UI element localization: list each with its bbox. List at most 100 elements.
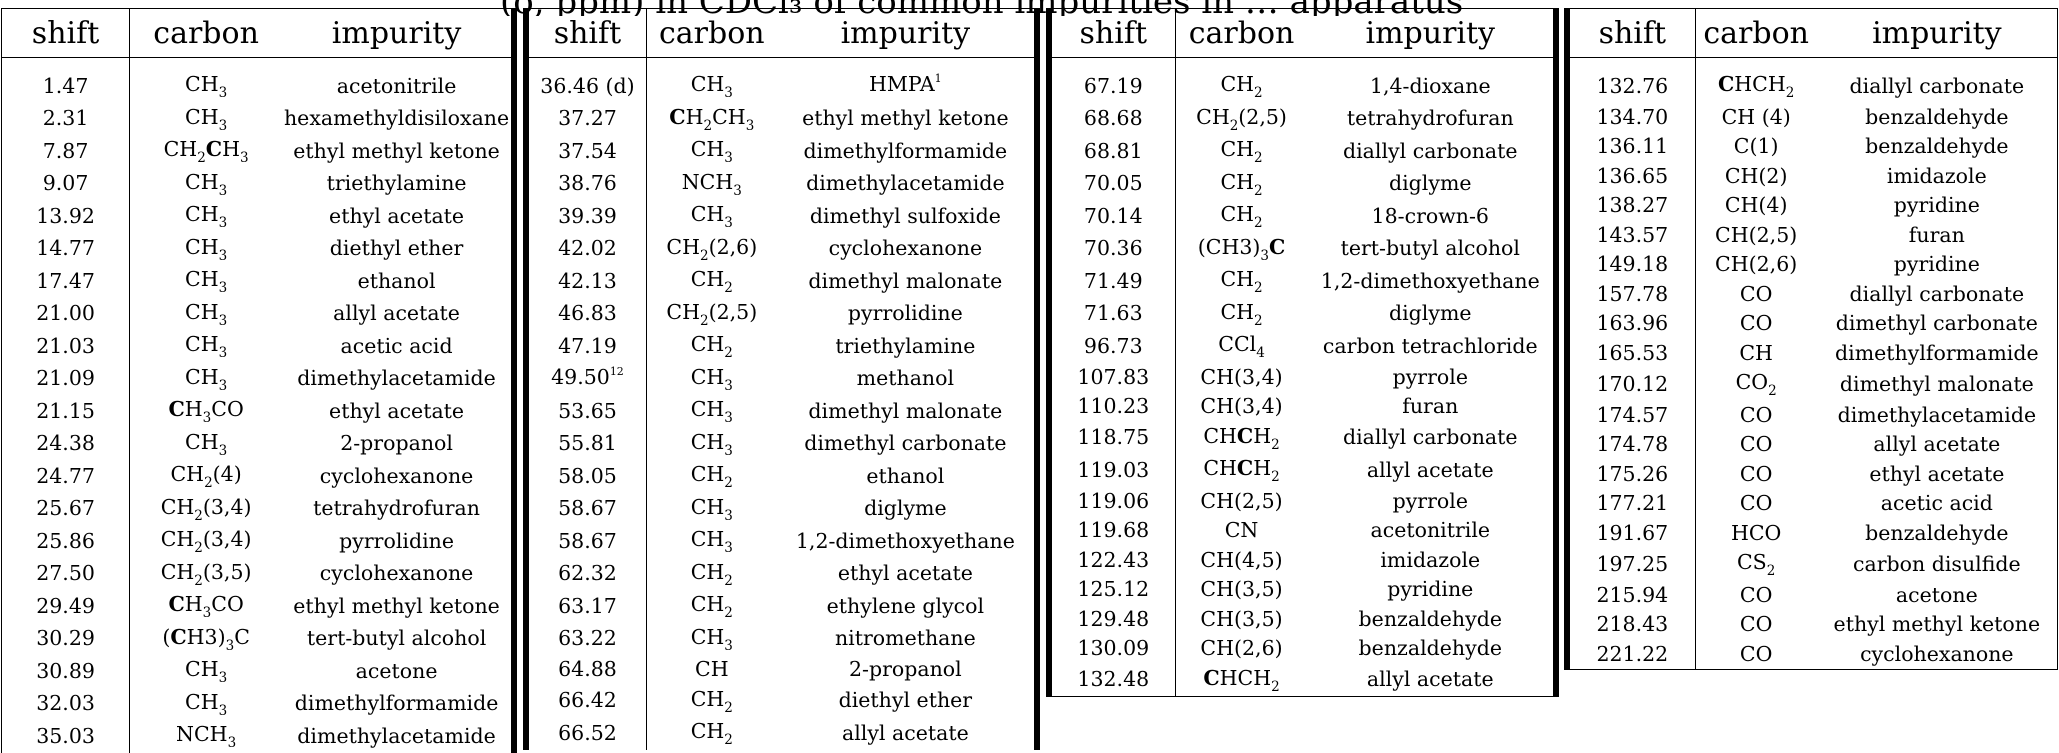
table-row: 66.52 CH2 allyl acetate (522, 717, 1041, 750)
impurity-cell: 1,2-dimethoxyethane (1307, 265, 1560, 298)
impurity-cell: pyrrole (1307, 362, 1560, 392)
table-row: 30.89 CH3 acetone (0, 655, 517, 688)
shift-cell: 130.09 (1045, 634, 1176, 664)
carbon-cell: CHCH2 (1694, 70, 1817, 103)
table-row: 149.18 CH(2,6) pyridine (1563, 250, 2058, 280)
impurity-cell: benzaldehyde (1307, 634, 1560, 664)
impurity-cell: allyl acetate (1307, 663, 1560, 697)
header-row: shift carbon impurity (1045, 8, 1560, 58)
shift-cell: 42.13 (522, 265, 647, 298)
carbon-cell: CH(3,4) (1174, 362, 1308, 392)
table-row: 70.05 CH2 diglyme (1045, 167, 1560, 200)
carbon-cell: CH3 (129, 102, 283, 135)
impurity-cell: dimethyl malonate (776, 395, 1041, 428)
shift-cell: 62.32 (522, 557, 647, 590)
table-row: 30.29 (CH3)3C tert-butyl alcohol (0, 622, 517, 655)
shift-table-1: shift carbon impurity 1.47 CH3 acetonitrile 2.… (0, 8, 517, 753)
carbon-cell: CHCH2 (1174, 421, 1308, 454)
carbon-cell: CH3CO (129, 590, 283, 623)
table-row: 63.17 CH2 ethylene glycol (522, 590, 1041, 623)
shift-cell: 29.49 (0, 590, 130, 623)
shift-cell: 63.22 (522, 622, 647, 655)
table-row: 165.53 CH dimethylformamide (1563, 338, 2058, 368)
column-header-carbon: carbon (129, 8, 283, 58)
table-row: 130.09 CH(2,6) benzaldehyde (1045, 634, 1560, 664)
table-row: 64.88 CH 2-propanol (522, 655, 1041, 685)
shift-cell: 30.29 (0, 622, 130, 655)
impurity-cell: pyridine (1307, 575, 1560, 605)
shift-cell: 2.31 (0, 102, 130, 135)
panel-4: shift carbon impurity 132.76 CHCH2 diallyl ca… (1563, 8, 2058, 670)
impurity-cell: 18-crown-6 (1307, 200, 1560, 233)
carbon-cell: CHCH2 (1174, 454, 1308, 487)
shift-cell: 70.14 (1045, 200, 1176, 233)
shift-cell: 165.53 (1563, 338, 1696, 368)
impurity-cell: dimethyl carbonate (776, 427, 1041, 460)
table-row: 1.47 CH3 acetonitrile (0, 70, 517, 103)
shift-cell: 53.65 (522, 395, 647, 428)
column-header-impurity: impurity (1816, 8, 2058, 58)
impurity-cell: methanol (776, 362, 1041, 395)
impurity-cell: tetrahydrofuran (1307, 102, 1560, 135)
impurity-cell: ethanol (776, 460, 1041, 493)
shift-cell: 119.06 (1045, 486, 1176, 516)
table-row: 132.48 CHCH2 allyl acetate (1045, 663, 1560, 697)
carbon-cell: CH3 (129, 297, 283, 330)
carbon-cell: CN (1174, 516, 1308, 546)
carbon-cell: CH3 (645, 525, 777, 558)
table-row: 38.76 NCH3 dimethylacetamide (522, 167, 1041, 200)
carbon-cell: CH3 (645, 135, 777, 168)
carbon-cell: CH(2,5) (1174, 486, 1308, 516)
carbon-cell: CH3 (129, 70, 283, 103)
shift-cell: 21.00 (0, 297, 130, 330)
panel-3: shift carbon impurity 67.19 CH2 1,4-dioxane 68… (1045, 8, 1560, 697)
table-row: 119.06 CH(2,5) pyrrole (1045, 486, 1560, 516)
impurity-cell: ethyl methyl ketone (1816, 610, 2058, 640)
shift-cell: 170.12 (1563, 368, 1696, 401)
impurity-cell: dimethylformamide (776, 135, 1041, 168)
shift-cell: 17.47 (0, 265, 130, 298)
impurity-cell: dimethyl malonate (776, 265, 1041, 298)
table-row: 21.03 CH3 acetic acid (0, 330, 517, 363)
carbon-cell: CH(3,4) (1174, 392, 1308, 422)
carbon-cell: CH3 (129, 427, 283, 460)
table-row: 71.49 CH2 1,2-dimethoxyethane (1045, 265, 1560, 298)
carbon-cell: C(1) (1694, 132, 1817, 162)
shift-cell: 64.88 (522, 655, 647, 685)
impurity-cell: pyrrolidine (282, 525, 517, 558)
table-row: 125.12 CH(3,5) pyridine (1045, 575, 1560, 605)
impurity-cell: diallyl carbonate (1816, 279, 2058, 309)
shift-cell: 175.26 (1563, 459, 1696, 489)
shift-cell: 174.78 (1563, 430, 1696, 460)
impurity-cell: carbon disulfide (1816, 548, 2058, 581)
carbon-cell: CH(4) (1694, 191, 1817, 221)
impurity-cell: benzaldehyde (1816, 518, 2058, 548)
column-header-impurity: impurity (1307, 8, 1560, 58)
table-row: 170.12 CO2 dimethyl malonate (1563, 368, 2058, 401)
carbon-cell: CO (1694, 459, 1817, 489)
carbon-cell: CH3 (645, 492, 777, 525)
shift-cell: 24.38 (0, 427, 130, 460)
shift-cell: 1.47 (0, 70, 130, 103)
shift-cell: 71.49 (1045, 265, 1176, 298)
impurity-cell: 1,4-dioxane (1307, 70, 1560, 103)
shift-cell: 119.68 (1045, 516, 1176, 546)
table-row: 136.65 CH(2) imidazole (1563, 161, 2058, 191)
shift-cell: 13.92 (0, 200, 130, 233)
shift-cell: 24.77 (0, 460, 130, 493)
impurity-cell: acetic acid (1816, 489, 2058, 519)
table-row: 66.42 CH2 diethyl ether (522, 684, 1041, 717)
carbon-cell: CH3CO (129, 395, 283, 428)
table-row: 21.09 CH3 dimethylacetamide (0, 362, 517, 395)
header-row: shift carbon impurity (0, 8, 517, 58)
carbon-cell: CH2 (645, 684, 777, 717)
table-row: 218.43 CO ethyl methyl ketone (1563, 610, 2058, 640)
table-row: 107.83 CH(3,4) pyrrole (1045, 362, 1560, 392)
table-row: 96.73 CCl4 carbon tetrachloride (1045, 330, 1560, 363)
carbon-cell: CO (1694, 610, 1817, 640)
carbon-cell: CH3 (129, 655, 283, 688)
shift-cell: 42.02 (522, 232, 647, 265)
carbon-cell: CH(3,5) (1174, 575, 1308, 605)
shift-cell: 46.83 (522, 297, 647, 330)
table-row: 177.21 CO acetic acid (1563, 489, 2058, 519)
